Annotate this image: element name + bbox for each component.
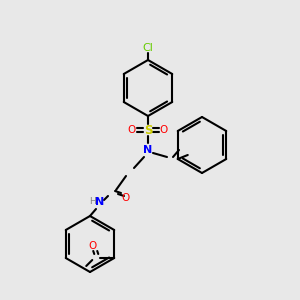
Text: H: H [88, 197, 95, 206]
Text: N: N [143, 145, 153, 155]
Text: O: O [128, 125, 136, 135]
Text: N: N [95, 197, 105, 207]
Text: O: O [122, 193, 130, 203]
Text: S: S [144, 124, 152, 136]
Text: Cl: Cl [142, 43, 153, 53]
Text: O: O [160, 125, 168, 135]
Text: O: O [88, 241, 96, 251]
